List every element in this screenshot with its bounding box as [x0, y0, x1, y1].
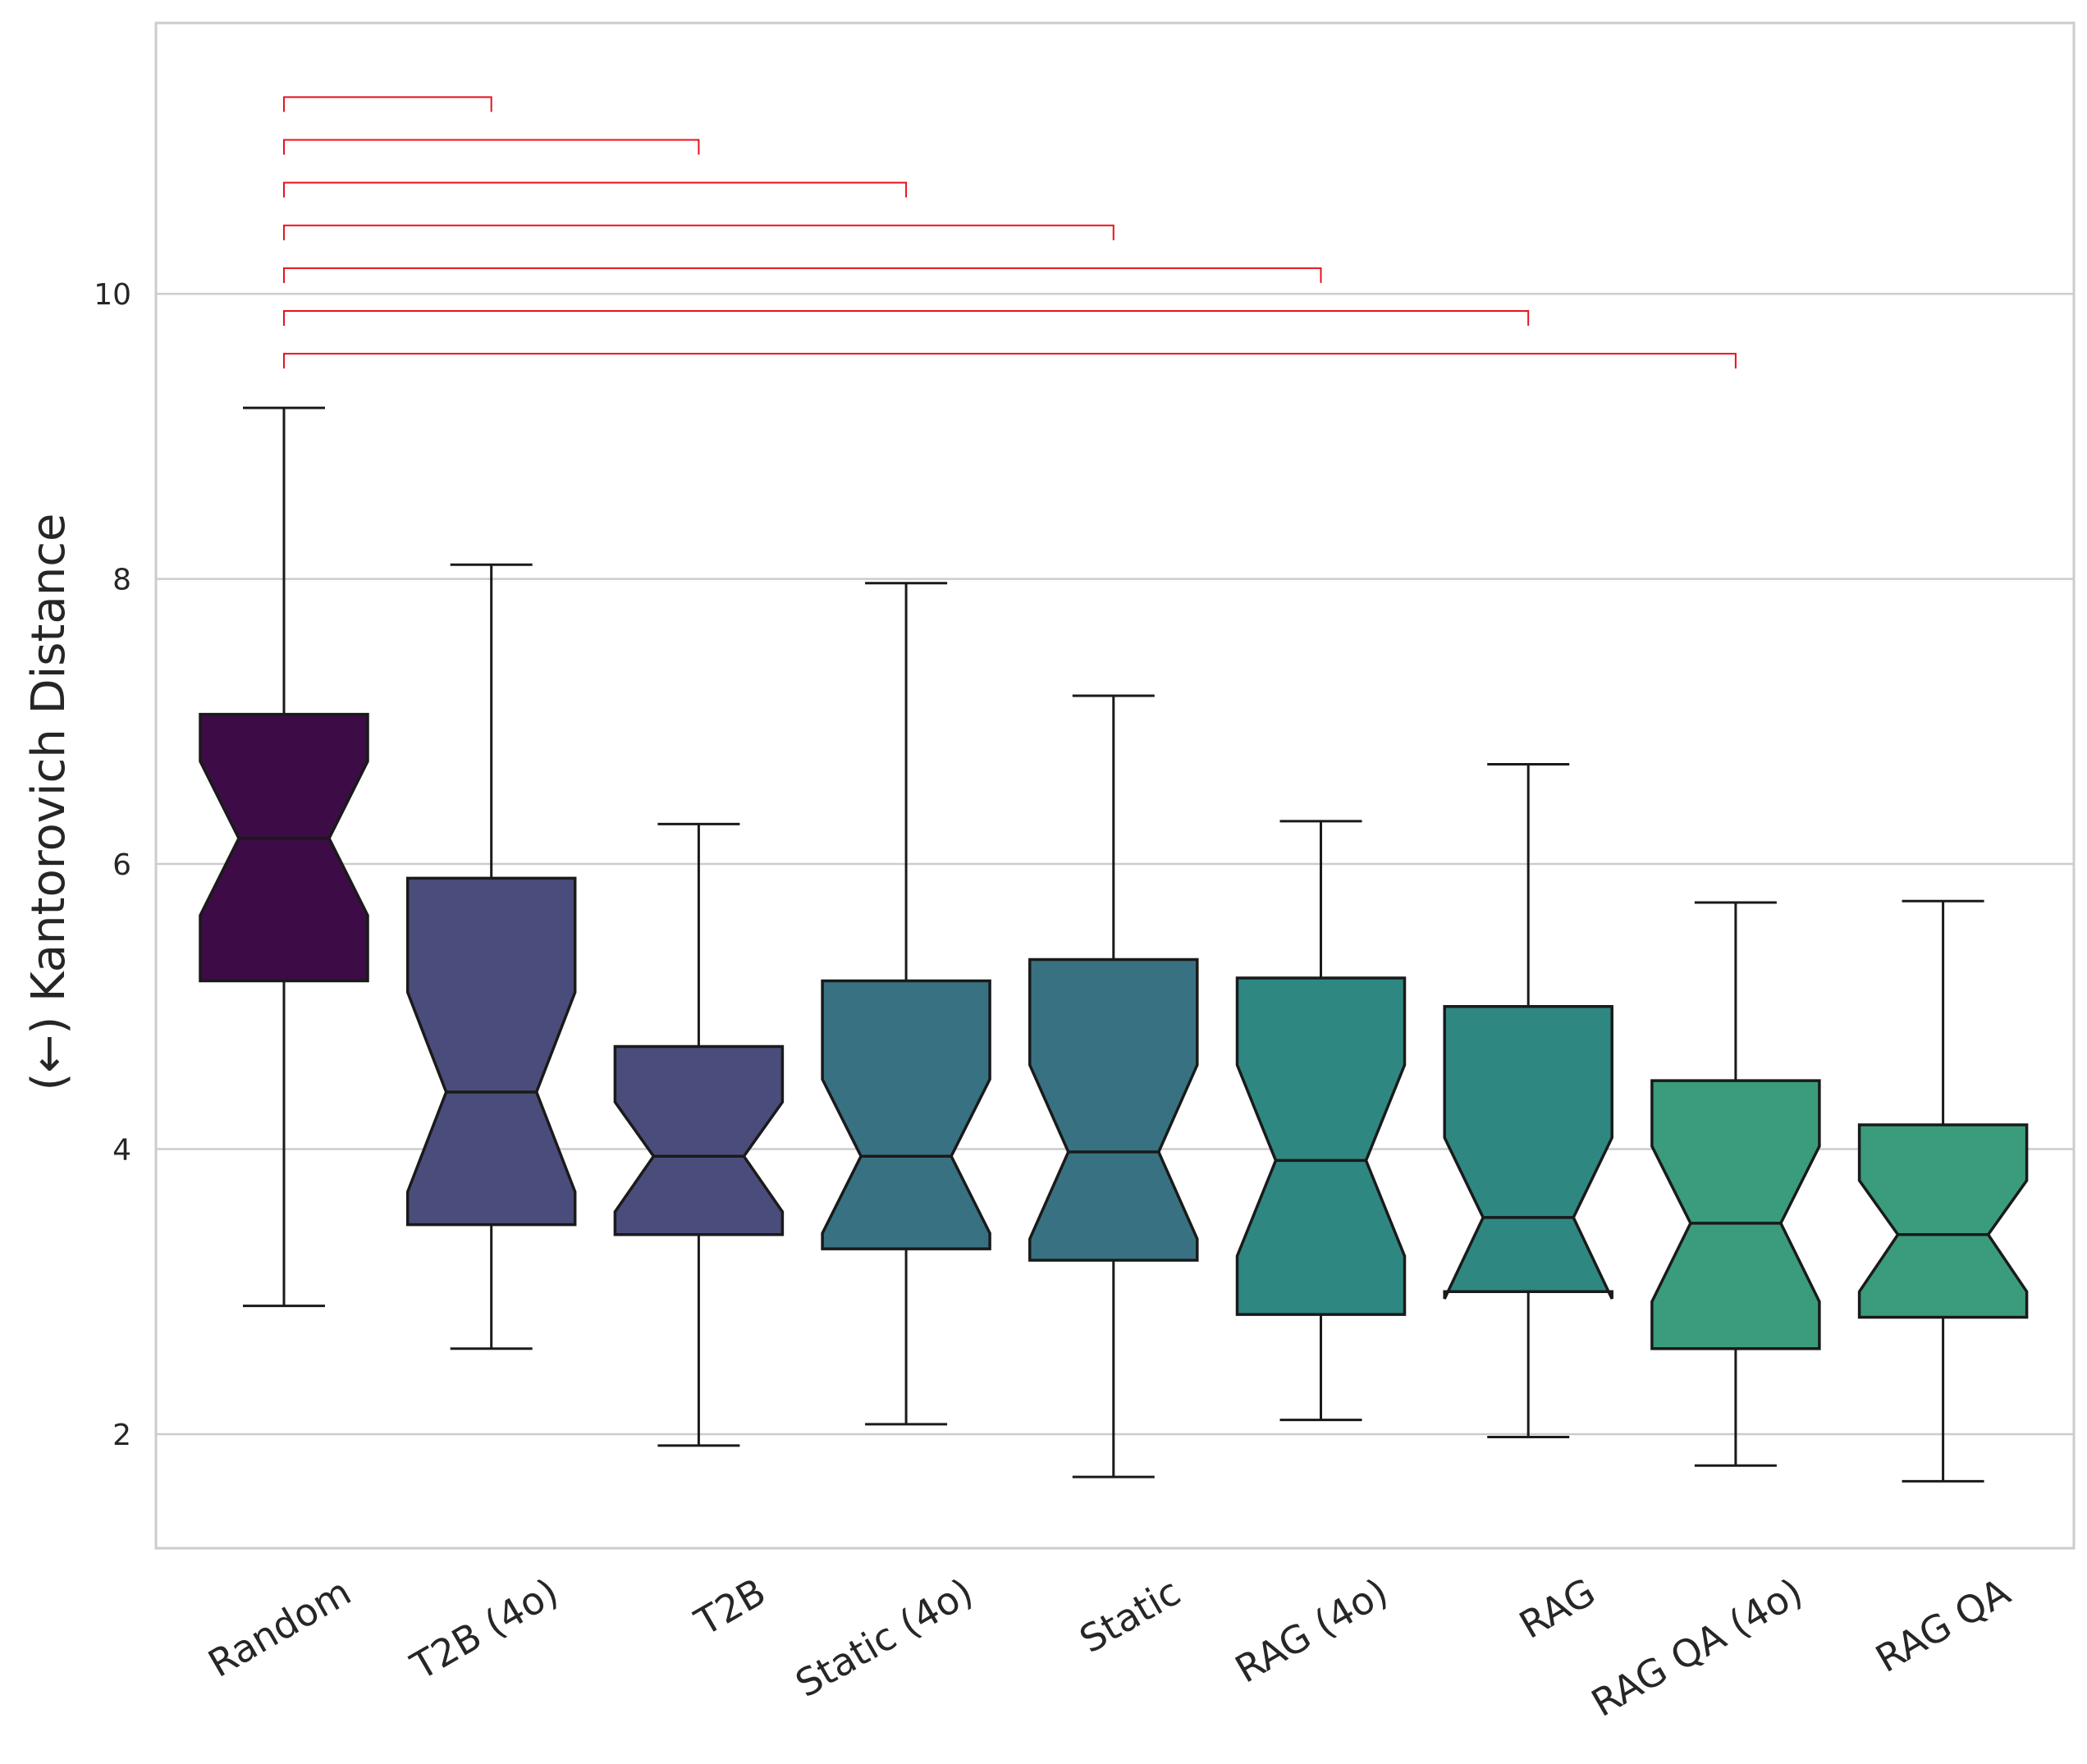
- box-rag-qa: [1857, 899, 2029, 1483]
- box-static-4o: [821, 582, 991, 1426]
- box-rag-4o: [1235, 820, 1407, 1422]
- x-tick-label-1: Random: [201, 1570, 359, 1686]
- x-tick-label-5: Static: [1072, 1570, 1188, 1662]
- significance-brackets: [283, 96, 1737, 369]
- box-random: [199, 406, 369, 1308]
- x-tick-label-9: RAG QA: [1868, 1569, 2017, 1680]
- notched-box: [613, 1044, 785, 1236]
- notched-box: [1650, 1079, 1821, 1350]
- box-t2b: [613, 822, 785, 1447]
- notched-box: [405, 876, 577, 1227]
- significance-bracket-5: [283, 267, 1322, 283]
- x-tick-label-2: T2B (4o): [403, 1570, 565, 1689]
- significance-bracket-7: [283, 353, 1737, 369]
- significance-bracket-2: [283, 139, 700, 155]
- y-tick-label-10: 10: [94, 278, 131, 312]
- box-t2b-4o: [405, 563, 577, 1350]
- y-tick-label-4: 4: [112, 1134, 131, 1168]
- x-tick-label-8: RAG QA (4o): [1584, 1570, 1810, 1725]
- box-rag-qa-4o: [1650, 901, 1821, 1467]
- significance-bracket-1: [283, 96, 492, 112]
- x-tick-label-4: Static (4o): [788, 1570, 980, 1706]
- y-tick-label-8: 8: [112, 564, 131, 597]
- x-tick-label-6: RAG (4o): [1228, 1570, 1395, 1692]
- notched-box: [1028, 957, 1199, 1262]
- x-tick-labels: Random T2B (4o) T2B Static (4o) Static RAG (4…: [201, 1569, 2018, 1725]
- box-rag: [1443, 762, 1613, 1438]
- box-series: [199, 406, 2029, 1483]
- y-tick-labels: 2 4 6 8 10: [94, 278, 131, 1452]
- x-tick-label-7: RAG: [1512, 1570, 1602, 1647]
- y-tick-label-2: 2: [112, 1419, 131, 1452]
- plot-frame: [154, 21, 2076, 1550]
- significance-bracket-6: [283, 309, 1530, 326]
- y-tick-label-6: 6: [112, 848, 131, 882]
- notched-box: [1443, 1005, 1613, 1300]
- x-tick-label-3: T2B: [687, 1570, 773, 1645]
- box-static: [1028, 694, 1199, 1478]
- notched-box: [1235, 976, 1407, 1316]
- notched-box: [199, 712, 369, 983]
- notched-box: [1857, 1123, 2029, 1319]
- significance-bracket-3: [283, 181, 908, 198]
- notched-box: [821, 979, 991, 1250]
- significance-bracket-4: [283, 224, 1114, 240]
- y-axis-title: (←) Kantorovich Distance: [22, 514, 76, 1091]
